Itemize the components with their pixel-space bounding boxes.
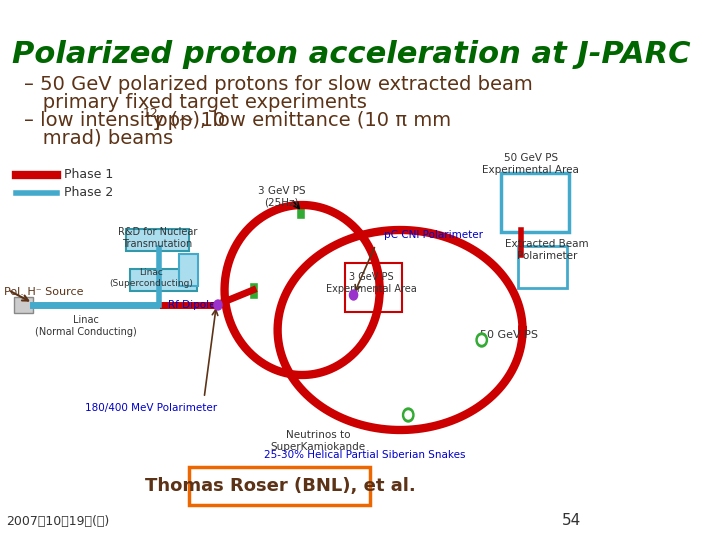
Circle shape — [402, 408, 414, 422]
Text: 2007年10月19日(金): 2007年10月19日(金) — [6, 515, 109, 528]
FancyBboxPatch shape — [179, 254, 199, 286]
Text: 180/400 MeV Polarimeter: 180/400 MeV Polarimeter — [85, 403, 217, 413]
Text: Pol. H⁻ Source: Pol. H⁻ Source — [4, 287, 84, 297]
Text: 3 GeV PS
Experimental Area: 3 GeV PS Experimental Area — [326, 272, 417, 294]
Circle shape — [405, 411, 412, 419]
Circle shape — [479, 336, 485, 344]
FancyBboxPatch shape — [189, 467, 370, 505]
Text: mrad) beams: mrad) beams — [24, 129, 174, 148]
Text: ppp), low emittance (10 π mm: ppp), low emittance (10 π mm — [150, 111, 451, 130]
Text: Phase 2: Phase 2 — [63, 186, 113, 199]
FancyBboxPatch shape — [126, 229, 189, 251]
Text: Neutrinos to
SuperKamiokande: Neutrinos to SuperKamiokande — [271, 430, 366, 451]
FancyBboxPatch shape — [500, 173, 569, 232]
Text: Linac
(Normal Conducting): Linac (Normal Conducting) — [35, 315, 137, 336]
Text: 54: 54 — [562, 513, 581, 528]
FancyBboxPatch shape — [130, 269, 197, 291]
Circle shape — [476, 333, 487, 347]
Text: 50 GeV PS: 50 GeV PS — [480, 330, 538, 340]
Text: 25-30% Helical Partial Siberian Snakes: 25-30% Helical Partial Siberian Snakes — [264, 450, 465, 460]
Text: 50 GeV PS
Experimental Area: 50 GeV PS Experimental Area — [482, 153, 579, 175]
Text: pC CNI Polarimeter: pC CNI Polarimeter — [384, 230, 482, 240]
Circle shape — [214, 300, 222, 310]
FancyBboxPatch shape — [296, 201, 305, 219]
Text: – low intensity (~ 10: – low intensity (~ 10 — [24, 111, 226, 130]
FancyBboxPatch shape — [14, 297, 33, 313]
Text: – 50 GeV polarized protons for slow extracted beam: – 50 GeV polarized protons for slow extr… — [24, 75, 534, 94]
Text: Extracted Beam
Polarimeter: Extracted Beam Polarimeter — [505, 239, 589, 261]
Text: Rf Dipole: Rf Dipole — [168, 300, 215, 310]
Text: R&D for Nuclear
Transmutation: R&D for Nuclear Transmutation — [118, 227, 197, 249]
Text: Linac
(Superconducting): Linac (Superconducting) — [109, 268, 193, 288]
Text: Thomas Roser (BNL), et al.: Thomas Roser (BNL), et al. — [145, 477, 415, 495]
FancyBboxPatch shape — [346, 263, 402, 312]
Text: primary fixed target experiments: primary fixed target experiments — [24, 93, 367, 112]
Text: 12: 12 — [143, 107, 158, 120]
FancyBboxPatch shape — [518, 246, 567, 288]
FancyBboxPatch shape — [248, 281, 258, 299]
Text: 3 GeV PS
(25Hz): 3 GeV PS (25Hz) — [258, 186, 305, 208]
Text: Phase 1: Phase 1 — [63, 168, 113, 181]
Circle shape — [349, 290, 358, 300]
Text: Polarized proton acceleration at J-PARC: Polarized proton acceleration at J-PARC — [12, 40, 690, 69]
